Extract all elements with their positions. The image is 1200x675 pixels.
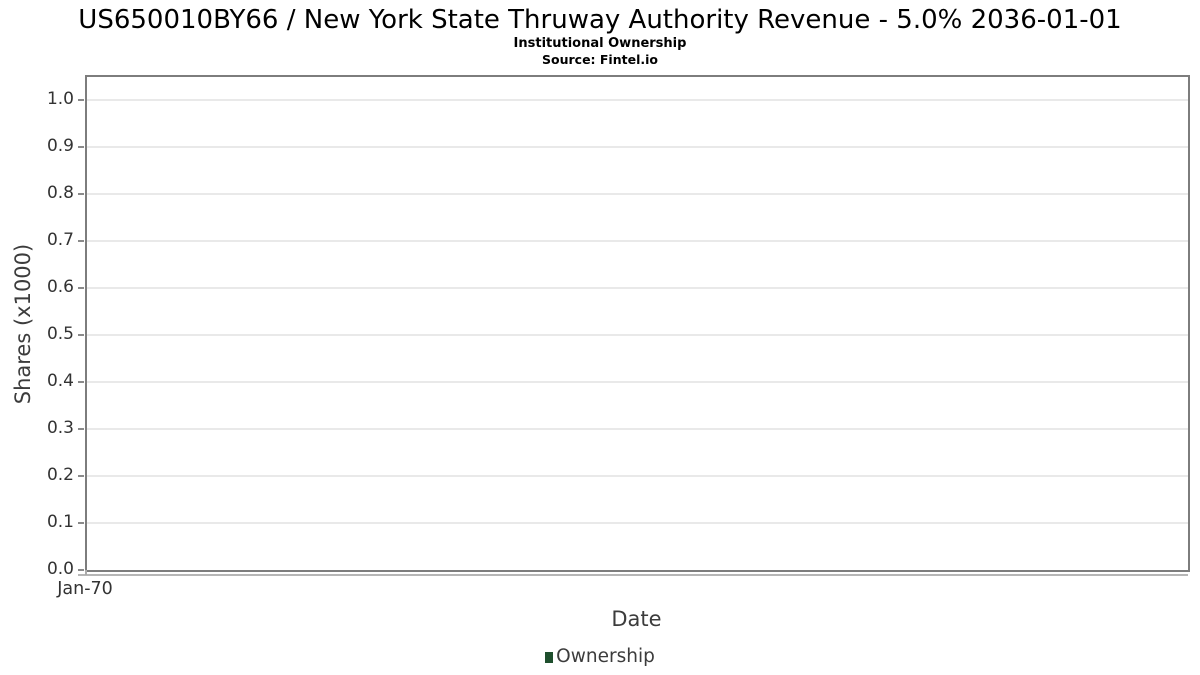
gridline (87, 475, 1188, 478)
plot-area (85, 75, 1190, 572)
y-tick-label: 0.2 (46, 465, 74, 486)
y-tick-mark (78, 475, 84, 478)
y-tick-label: 0.7 (46, 230, 74, 251)
gridline (87, 240, 1188, 243)
gridline (87, 522, 1188, 525)
y-tick-label: 0.0 (46, 559, 74, 579)
chart-title: US650010BY66 / New York State Thruway Au… (78, 5, 1122, 35)
legend-item-ownership[interactable]: Ownership (0, 646, 1200, 667)
y-tick-mark (78, 146, 84, 149)
y-tick-mark (78, 240, 84, 243)
x-tick-label: Jan-70 (57, 579, 113, 599)
x-axis-title: Date (611, 607, 662, 631)
gridline (87, 428, 1188, 431)
y-tick-mark (78, 522, 84, 525)
x-axis-line (78, 574, 1188, 576)
y-tick-mark (78, 569, 84, 571)
gridline (87, 146, 1188, 149)
y-tick-label: 0.3 (46, 418, 74, 439)
y-tick-mark (78, 428, 84, 431)
y-tick-label: 0.5 (46, 324, 74, 345)
y-tick-mark (78, 287, 84, 290)
legend-label: Ownership (556, 646, 655, 667)
gridline (87, 99, 1188, 102)
gridline (87, 193, 1188, 196)
y-tick-mark (78, 193, 84, 196)
y-tick-mark (78, 334, 84, 337)
y-axis-title: Shares (x1000) (11, 243, 35, 405)
y-tick-label: 0.4 (46, 371, 74, 392)
y-tick-label: 0.6 (46, 277, 74, 298)
gridline (87, 334, 1188, 337)
x-tick-mark (85, 570, 87, 575)
chart-subtitle: Institutional Ownership (513, 36, 687, 51)
gridline (87, 287, 1188, 290)
legend-swatch-icon (545, 652, 554, 663)
y-tick-mark (78, 99, 84, 102)
chart-source-label: Source: Fintel.io (542, 52, 658, 67)
y-tick-mark (78, 381, 84, 384)
y-tick-label: 0.1 (46, 512, 74, 533)
y-tick-label: 1.0 (46, 89, 74, 110)
gridline (87, 381, 1188, 384)
y-tick-label: 0.8 (46, 183, 74, 204)
y-tick-label: 0.9 (46, 136, 74, 157)
